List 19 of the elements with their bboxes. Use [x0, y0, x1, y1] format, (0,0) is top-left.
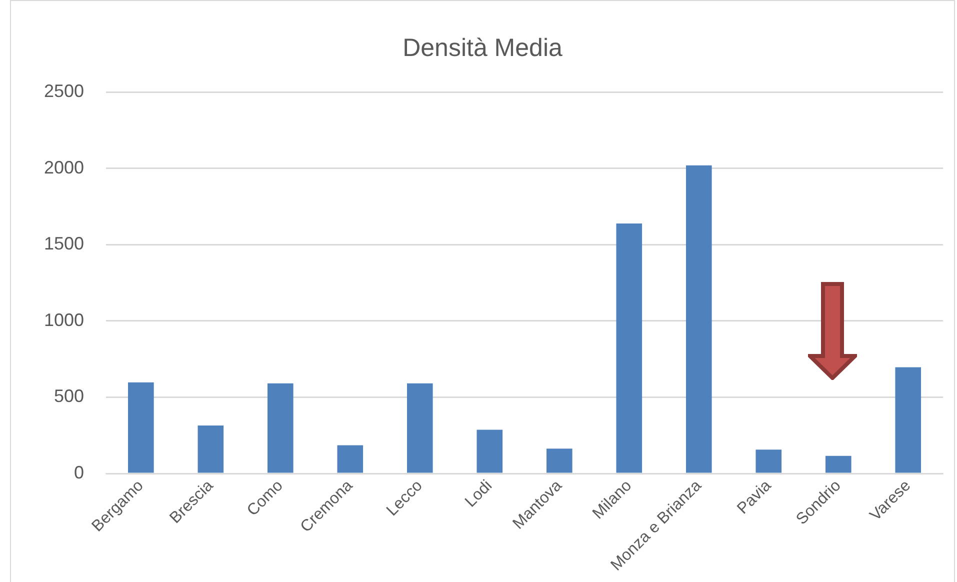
bar: [825, 456, 852, 473]
bar: [616, 224, 642, 473]
bar: [895, 367, 922, 473]
y-tick-label: 2500: [44, 80, 84, 101]
y-tick-label: 1000: [44, 310, 84, 330]
bar: [128, 382, 154, 473]
bar: [546, 448, 572, 473]
bar: [268, 383, 294, 473]
bar: [476, 430, 503, 473]
bar: [686, 165, 712, 473]
y-tick-label: 1500: [44, 234, 84, 254]
y-tick-label: 0: [74, 462, 84, 482]
y-tick-label: 2000: [44, 157, 84, 178]
bar: [756, 450, 782, 473]
bar: [198, 425, 224, 473]
y-tick-label: 500: [54, 386, 84, 406]
bar: [337, 445, 364, 473]
bar: [407, 383, 433, 473]
chart-title: Densità Media: [402, 34, 562, 62]
